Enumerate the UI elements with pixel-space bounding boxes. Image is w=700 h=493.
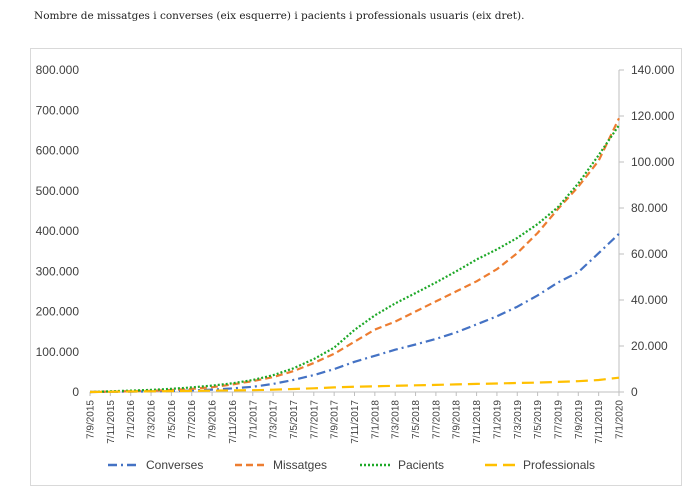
x-axis-tick-label: 7/11/2017 bbox=[350, 400, 361, 444]
right-axis-tick-label: 40.000 bbox=[631, 293, 668, 307]
legend-label-professionals: Professionals bbox=[523, 458, 595, 472]
x-axis-tick-label: 7/1/2018 bbox=[370, 400, 381, 439]
legend-label-pacients: Pacients bbox=[398, 458, 444, 472]
x-axis-tick-label: 7/11/2016 bbox=[228, 400, 239, 444]
left-axis-tick-label: 400.000 bbox=[36, 224, 80, 238]
x-axis-tick-label: 7/1/2020 bbox=[615, 400, 626, 439]
x-axis-tick-label: 7/7/2017 bbox=[309, 400, 320, 439]
chart-caption: Nombre de missatges i converses (eix esq… bbox=[34, 10, 525, 22]
x-axis-tick-label: 7/5/2017 bbox=[289, 400, 300, 439]
x-axis-tick-label: 7/11/2019 bbox=[594, 400, 605, 444]
x-axis-tick-label: 7/9/2015 bbox=[86, 400, 97, 439]
legend-label-converses: Converses bbox=[146, 458, 203, 472]
x-axis-tick-label: 7/1/2017 bbox=[248, 400, 259, 439]
right-axis-tick-label: 140.000 bbox=[631, 63, 675, 77]
series-line-professionals bbox=[89, 376, 620, 394]
right-axis-tick-label: 100.000 bbox=[631, 155, 675, 169]
x-axis-tick-label: 7/3/2018 bbox=[391, 400, 402, 439]
x-axis-tick-label: 7/9/2017 bbox=[330, 400, 341, 439]
left-axis-tick-label: 800.000 bbox=[36, 63, 80, 77]
left-axis-tick-label: 200.000 bbox=[36, 305, 80, 319]
x-axis-tick-label: 7/1/2016 bbox=[126, 400, 137, 439]
x-axis-tick-label: 7/7/2019 bbox=[553, 400, 564, 439]
left-axis-tick-label: 600.000 bbox=[36, 144, 80, 158]
x-axis-tick-label: 7/1/2019 bbox=[492, 400, 503, 439]
chart-container bbox=[30, 48, 682, 486]
x-axis-tick-label: 7/11/2018 bbox=[472, 400, 483, 444]
left-axis-tick-label: 100.000 bbox=[36, 345, 80, 359]
series-line-missatges bbox=[89, 117, 620, 394]
left-axis-tick-label: 700.000 bbox=[36, 103, 80, 117]
x-axis-tick-label: 7/11/2015 bbox=[106, 400, 117, 444]
x-axis-tick-label: 7/7/2018 bbox=[431, 400, 442, 439]
right-axis-tick-label: 120.000 bbox=[631, 109, 675, 123]
left-axis-tick-label: 0 bbox=[72, 385, 79, 399]
x-axis-tick-label: 7/7/2016 bbox=[187, 400, 198, 439]
x-axis-tick-label: 7/3/2019 bbox=[513, 400, 524, 439]
left-axis-tick-label: 300.000 bbox=[36, 264, 80, 278]
series-line-converses bbox=[89, 233, 620, 394]
right-axis-tick-label: 0 bbox=[631, 385, 638, 399]
right-axis-tick-label: 60.000 bbox=[631, 247, 668, 261]
x-axis-tick-label: 7/5/2018 bbox=[411, 400, 422, 439]
legend-label-missatges: Missatges bbox=[273, 458, 327, 472]
right-axis-tick-label: 80.000 bbox=[631, 201, 668, 215]
right-axis-tick-label: 20.000 bbox=[631, 339, 668, 353]
x-axis-tick-label: 7/3/2016 bbox=[147, 400, 158, 439]
series-line-pacients bbox=[89, 124, 620, 394]
x-axis-tick-label: 7/5/2019 bbox=[533, 400, 544, 439]
x-axis-tick-label: 7/3/2017 bbox=[269, 400, 280, 439]
x-axis-tick-label: 7/5/2016 bbox=[167, 400, 178, 439]
x-axis-tick-label: 7/9/2016 bbox=[208, 400, 219, 439]
left-axis-tick-label: 500.000 bbox=[36, 184, 80, 198]
x-axis-tick-label: 7/9/2019 bbox=[574, 400, 585, 439]
x-axis-tick-label: 7/9/2018 bbox=[452, 400, 463, 439]
